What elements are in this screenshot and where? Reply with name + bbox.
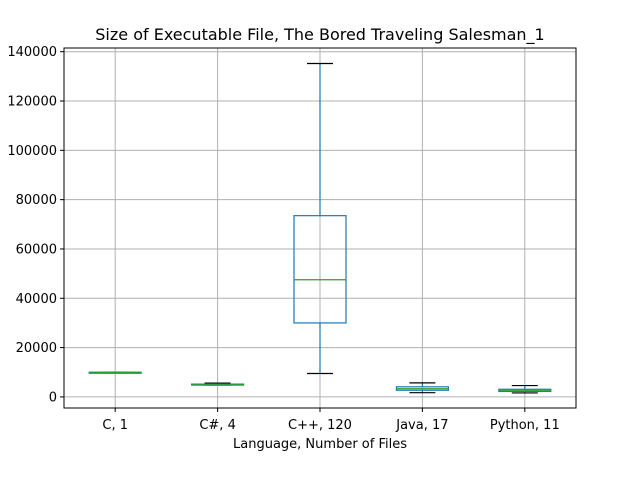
- plot-frame: [63, 47, 577, 409]
- y-tick-label: 60000: [16, 242, 57, 257]
- interquartile-box: [293, 215, 347, 324]
- y-tick-label: 80000: [16, 193, 57, 208]
- y-tick-label: 100000: [7, 144, 57, 159]
- box-plot-group: [498, 384, 552, 394]
- box-plot-group: [88, 371, 142, 374]
- x-tick-label: Java, 17: [395, 418, 448, 433]
- y-tick-label: 0: [49, 390, 57, 405]
- tick-labels: 0 20000 40000 60000 80000 100000 120000 140000 C…: [7, 45, 559, 433]
- chart-title: Size of Executable File, The Bored Trave…: [95, 25, 544, 45]
- x-axis-label: Language, Number of Files: [233, 437, 407, 452]
- x-tick-label: Python, 11: [490, 418, 560, 433]
- axes: [60, 47, 577, 412]
- box-plot-group: [395, 382, 449, 394]
- x-tick-label: C, 1: [102, 418, 128, 433]
- y-tick-label: 40000: [16, 292, 57, 307]
- y-tick-label: 20000: [16, 341, 57, 356]
- box-plot-group: [293, 62, 347, 375]
- y-tick-label: 120000: [7, 95, 57, 110]
- x-tick-label: C#, 4: [199, 418, 236, 433]
- x-tick-label: C++, 120: [288, 418, 352, 433]
- box-plot-group: [191, 382, 245, 386]
- y-tick-label: 140000: [7, 45, 57, 60]
- box-plot-series: [88, 62, 552, 394]
